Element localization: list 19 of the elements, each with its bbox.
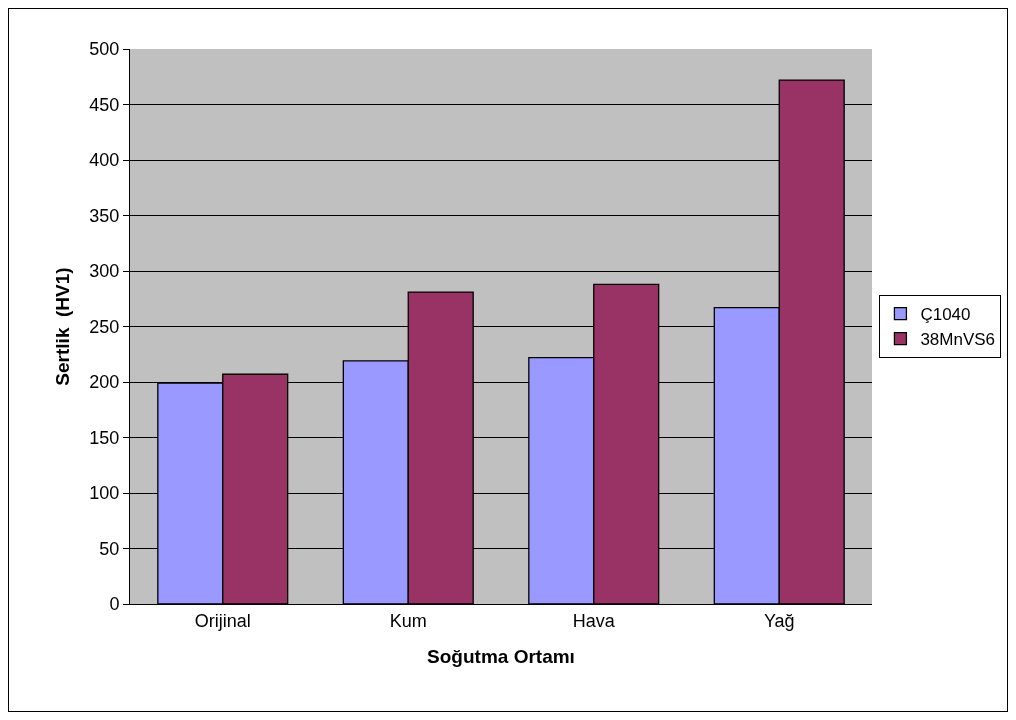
y-tick-label: 400 <box>89 150 120 171</box>
legend-label: Ç1040 <box>920 305 971 325</box>
y-tick-label: 50 <box>99 538 120 559</box>
y-tick-label: 500 <box>89 39 120 60</box>
y-tick-label: 350 <box>89 205 120 226</box>
y-tick-label: 300 <box>89 261 120 282</box>
x-tick-label: Hava <box>572 610 616 631</box>
y-tick-label: 100 <box>89 483 120 504</box>
y-tick-label: 200 <box>89 372 120 393</box>
legend-label: 38MnVS6 <box>920 330 996 350</box>
y-tick-label: 250 <box>89 316 120 337</box>
y-axis-title: Sertlik (HV1) <box>52 267 74 386</box>
y-tick-label: 150 <box>89 427 120 448</box>
y-tick-label: 0 <box>109 594 120 615</box>
x-tick-label: Yağ <box>763 610 795 631</box>
x-axis-title: Soğutma Ortamı <box>427 646 575 668</box>
y-tick-label: 450 <box>89 94 120 115</box>
x-tick-label: Kum <box>389 610 427 631</box>
x-tick-label: Orijinal <box>194 610 251 631</box>
